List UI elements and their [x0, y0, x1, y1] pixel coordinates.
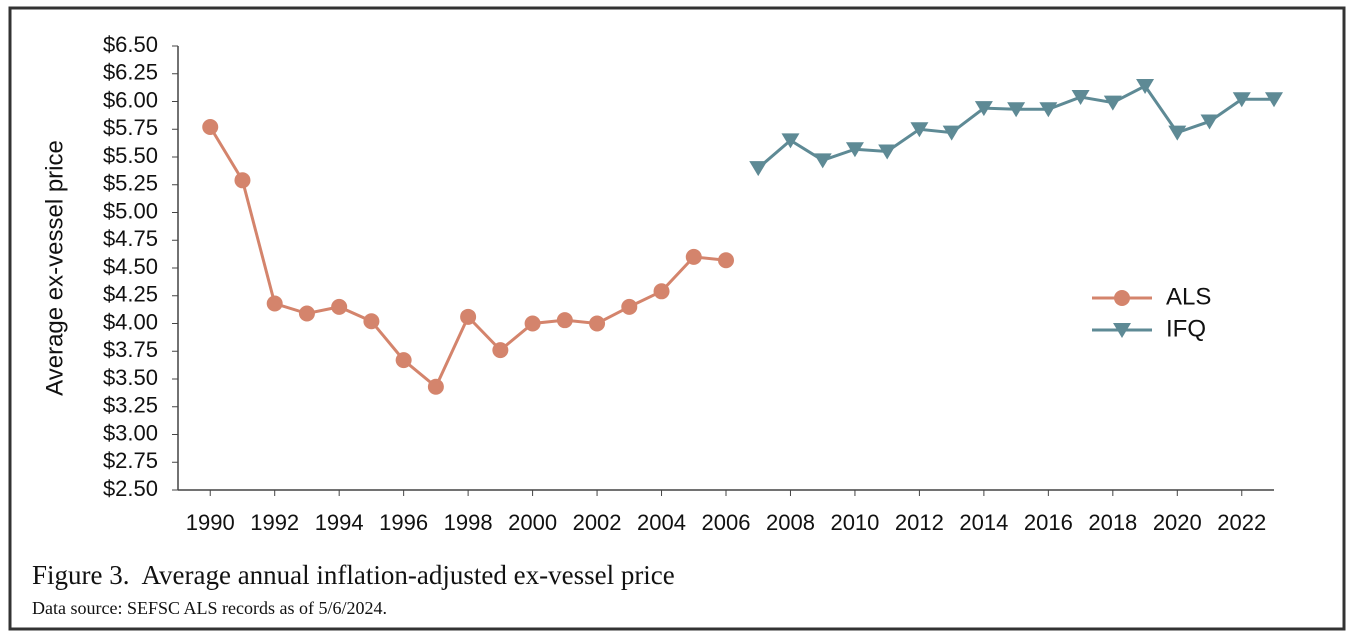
source: Data source: SEFSC ALS records as of 5/6… [32, 598, 387, 618]
legend-marker [1113, 323, 1131, 338]
legend-label: IFQ [1166, 315, 1206, 342]
x-tick-label: 1996 [379, 510, 428, 535]
x-tick-label: 2020 [1153, 510, 1202, 535]
point [974, 101, 993, 117]
point [298, 305, 315, 322]
frame [8, 6, 1346, 631]
point [1007, 102, 1026, 118]
x-tick-label: 2014 [959, 510, 1008, 535]
x-tick-label: 2008 [766, 510, 815, 535]
x-tick-label: 1994 [315, 510, 364, 535]
y-tick-label: $3.50 [103, 365, 158, 390]
point [942, 125, 961, 141]
y-axis-label: Average ex-vessel price [41, 140, 68, 396]
point [492, 342, 509, 359]
y-tick-label: $3.25 [103, 393, 158, 418]
y-tick-label: $5.50 [103, 143, 158, 168]
y-tick-label: $4.00 [103, 309, 158, 334]
x-tick-label: 2010 [830, 510, 879, 535]
point [621, 298, 638, 315]
y-tick-label: $4.50 [103, 254, 158, 279]
y-tick-label: $4.25 [103, 282, 158, 307]
point [202, 119, 219, 136]
x-tick-label: 1992 [250, 510, 299, 535]
y-tick-label: $4.75 [103, 226, 158, 251]
point [1039, 102, 1058, 118]
x-tick-label: 2016 [1024, 510, 1073, 535]
point [395, 352, 412, 369]
point [556, 312, 573, 329]
point [1232, 92, 1251, 108]
point [749, 161, 768, 177]
y-tick-label: $2.50 [103, 476, 158, 501]
series-line [757, 84, 1274, 170]
point [1103, 95, 1122, 111]
series-line [208, 126, 727, 390]
y-tick-label: $6.25 [103, 60, 158, 85]
point [363, 313, 380, 330]
legend-marker [1114, 290, 1130, 306]
x-tick-label: 2006 [702, 510, 751, 535]
point [589, 315, 606, 332]
point [813, 153, 832, 169]
x-tick-label: 2022 [1217, 510, 1266, 535]
point [1136, 78, 1155, 94]
y-tick-label: $3.00 [103, 420, 158, 445]
x-tick-label: 2002 [573, 510, 622, 535]
x-tick-label: 2018 [1088, 510, 1137, 535]
caption: Figure 3. Average annual inflation-adjus… [32, 560, 675, 590]
point [878, 144, 897, 160]
x-tick-label: 1990 [186, 510, 235, 535]
point [234, 172, 251, 189]
point [427, 378, 444, 395]
y-tick-label: $3.75 [103, 337, 158, 362]
x-tick-label: 2000 [508, 510, 557, 535]
point [460, 308, 477, 325]
point [685, 248, 702, 265]
point [910, 122, 929, 138]
point [845, 142, 864, 158]
point [1071, 90, 1090, 106]
x-tick-label: 1998 [444, 510, 493, 535]
x-tick-label: 2004 [637, 510, 686, 535]
point [524, 315, 541, 332]
point [1200, 114, 1219, 130]
point [653, 283, 670, 300]
point [718, 252, 734, 269]
point [1168, 125, 1187, 141]
y-tick-label: $5.00 [103, 198, 158, 223]
point [331, 298, 348, 315]
y-tick-label: $5.75 [103, 115, 158, 140]
point [266, 295, 283, 312]
y-tick-label: $2.75 [103, 448, 158, 473]
legend-label: ALS [1166, 283, 1211, 310]
y-tick-label: $5.25 [103, 171, 158, 196]
y-tick-label: $6.50 [103, 32, 158, 57]
point [781, 133, 800, 149]
x-tick-label: 2012 [895, 510, 944, 535]
y-tick-label: $6.00 [103, 87, 158, 112]
point [1265, 92, 1283, 108]
